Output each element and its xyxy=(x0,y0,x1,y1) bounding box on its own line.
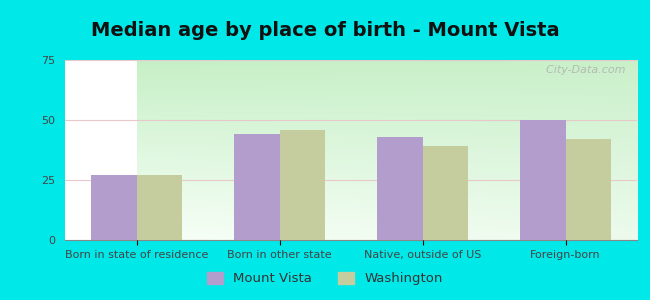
Text: Median age by place of birth - Mount Vista: Median age by place of birth - Mount Vis… xyxy=(91,21,559,40)
Legend: Mount Vista, Washington: Mount Vista, Washington xyxy=(202,266,448,290)
Bar xyxy=(136,175,182,240)
Bar xyxy=(280,130,325,240)
Text: City-Data.com: City-Data.com xyxy=(539,65,625,75)
Bar xyxy=(91,175,136,240)
Bar xyxy=(377,137,423,240)
Bar xyxy=(234,134,280,240)
Bar xyxy=(520,120,566,240)
Bar xyxy=(566,139,611,240)
Bar xyxy=(422,146,468,240)
